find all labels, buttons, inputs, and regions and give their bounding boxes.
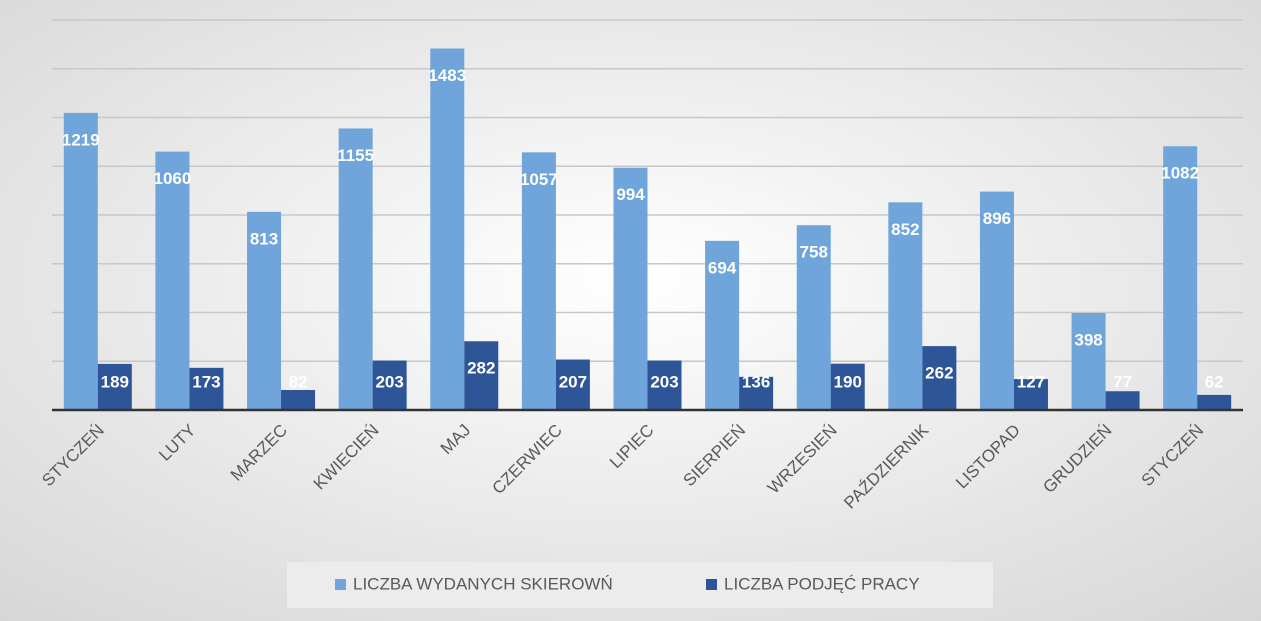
- bar: [63, 112, 98, 411]
- value-label: 398: [1074, 330, 1102, 349]
- value-label: 62: [1205, 372, 1224, 391]
- value-label: 262: [925, 364, 953, 383]
- value-label: 136: [742, 372, 770, 391]
- value-label: 203: [650, 372, 678, 391]
- bar: [555, 359, 590, 410]
- bar: [1013, 379, 1048, 410]
- value-label: 1219: [62, 130, 100, 149]
- bar: [430, 48, 465, 411]
- bar: [1071, 312, 1106, 410]
- value-label: 1057: [520, 170, 558, 189]
- bar: [338, 128, 373, 410]
- legend-label: LICZBA WYDANYCH SKIEROWŃ: [353, 574, 613, 593]
- bar: [613, 167, 648, 410]
- value-label: 1483: [428, 66, 466, 85]
- legend-box: [287, 562, 993, 608]
- value-label: 813: [250, 229, 278, 248]
- legend-swatch: [706, 579, 717, 590]
- bar: [647, 360, 682, 410]
- value-label: 127: [1017, 372, 1045, 391]
- legend-swatch: [335, 579, 346, 590]
- bar: [705, 240, 740, 410]
- bar: [739, 376, 774, 410]
- bar: [796, 225, 831, 410]
- value-label: 207: [559, 372, 587, 391]
- legend-label: LICZBA PODJĘĆ PRACY: [724, 574, 920, 593]
- bar: [830, 363, 865, 410]
- bar: [922, 346, 957, 410]
- value-label: 1060: [154, 169, 192, 188]
- value-label: 282: [467, 359, 495, 378]
- value-label: 82: [289, 372, 308, 391]
- bar: [97, 363, 132, 410]
- bar: [247, 211, 282, 410]
- value-label: 77: [1113, 372, 1132, 391]
- value-label: 189: [101, 372, 129, 391]
- bar: [1197, 394, 1232, 410]
- value-label: 758: [800, 243, 828, 262]
- value-label: 896: [983, 209, 1011, 228]
- bar: [372, 360, 407, 410]
- bar: [464, 341, 499, 410]
- bar: [1163, 146, 1198, 410]
- value-label: 1082: [1161, 164, 1199, 183]
- bar: [281, 390, 316, 410]
- bar: [1105, 391, 1140, 410]
- value-label: 852: [891, 220, 919, 239]
- value-label: 203: [375, 372, 403, 391]
- value-label: 994: [616, 185, 645, 204]
- value-label: 694: [708, 258, 737, 277]
- value-label: 190: [834, 372, 862, 391]
- value-label: 1155: [337, 146, 374, 165]
- bar: [888, 202, 923, 410]
- bar: [521, 152, 556, 410]
- value-label: 173: [192, 372, 220, 391]
- bar: [155, 151, 190, 410]
- bar: [979, 191, 1014, 410]
- bar: [189, 367, 224, 410]
